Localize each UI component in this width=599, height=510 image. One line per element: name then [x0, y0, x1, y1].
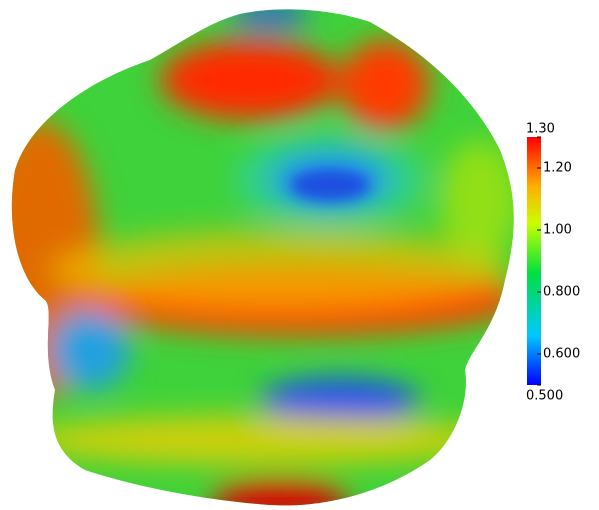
colorbar-tick-label: 0.600: [543, 347, 580, 362]
render-view: 1.30 1.20 1.00 0.800 0.600 0.500: [0, 0, 599, 510]
colorbar-tick-label: 1.30: [526, 122, 555, 137]
colorbar-tick-label: 0.500: [526, 389, 563, 404]
colorbar-tick-label: 1.00: [543, 223, 572, 238]
colorbar-tick-label: 1.20: [543, 161, 572, 176]
colorbar-tick-label: 0.800: [543, 285, 580, 300]
page: 1.301.201.000.8000.6000.500 (() => { con…: [0, 0, 599, 510]
surface: [0, 0, 520, 510]
colorbar: [527, 137, 541, 385]
